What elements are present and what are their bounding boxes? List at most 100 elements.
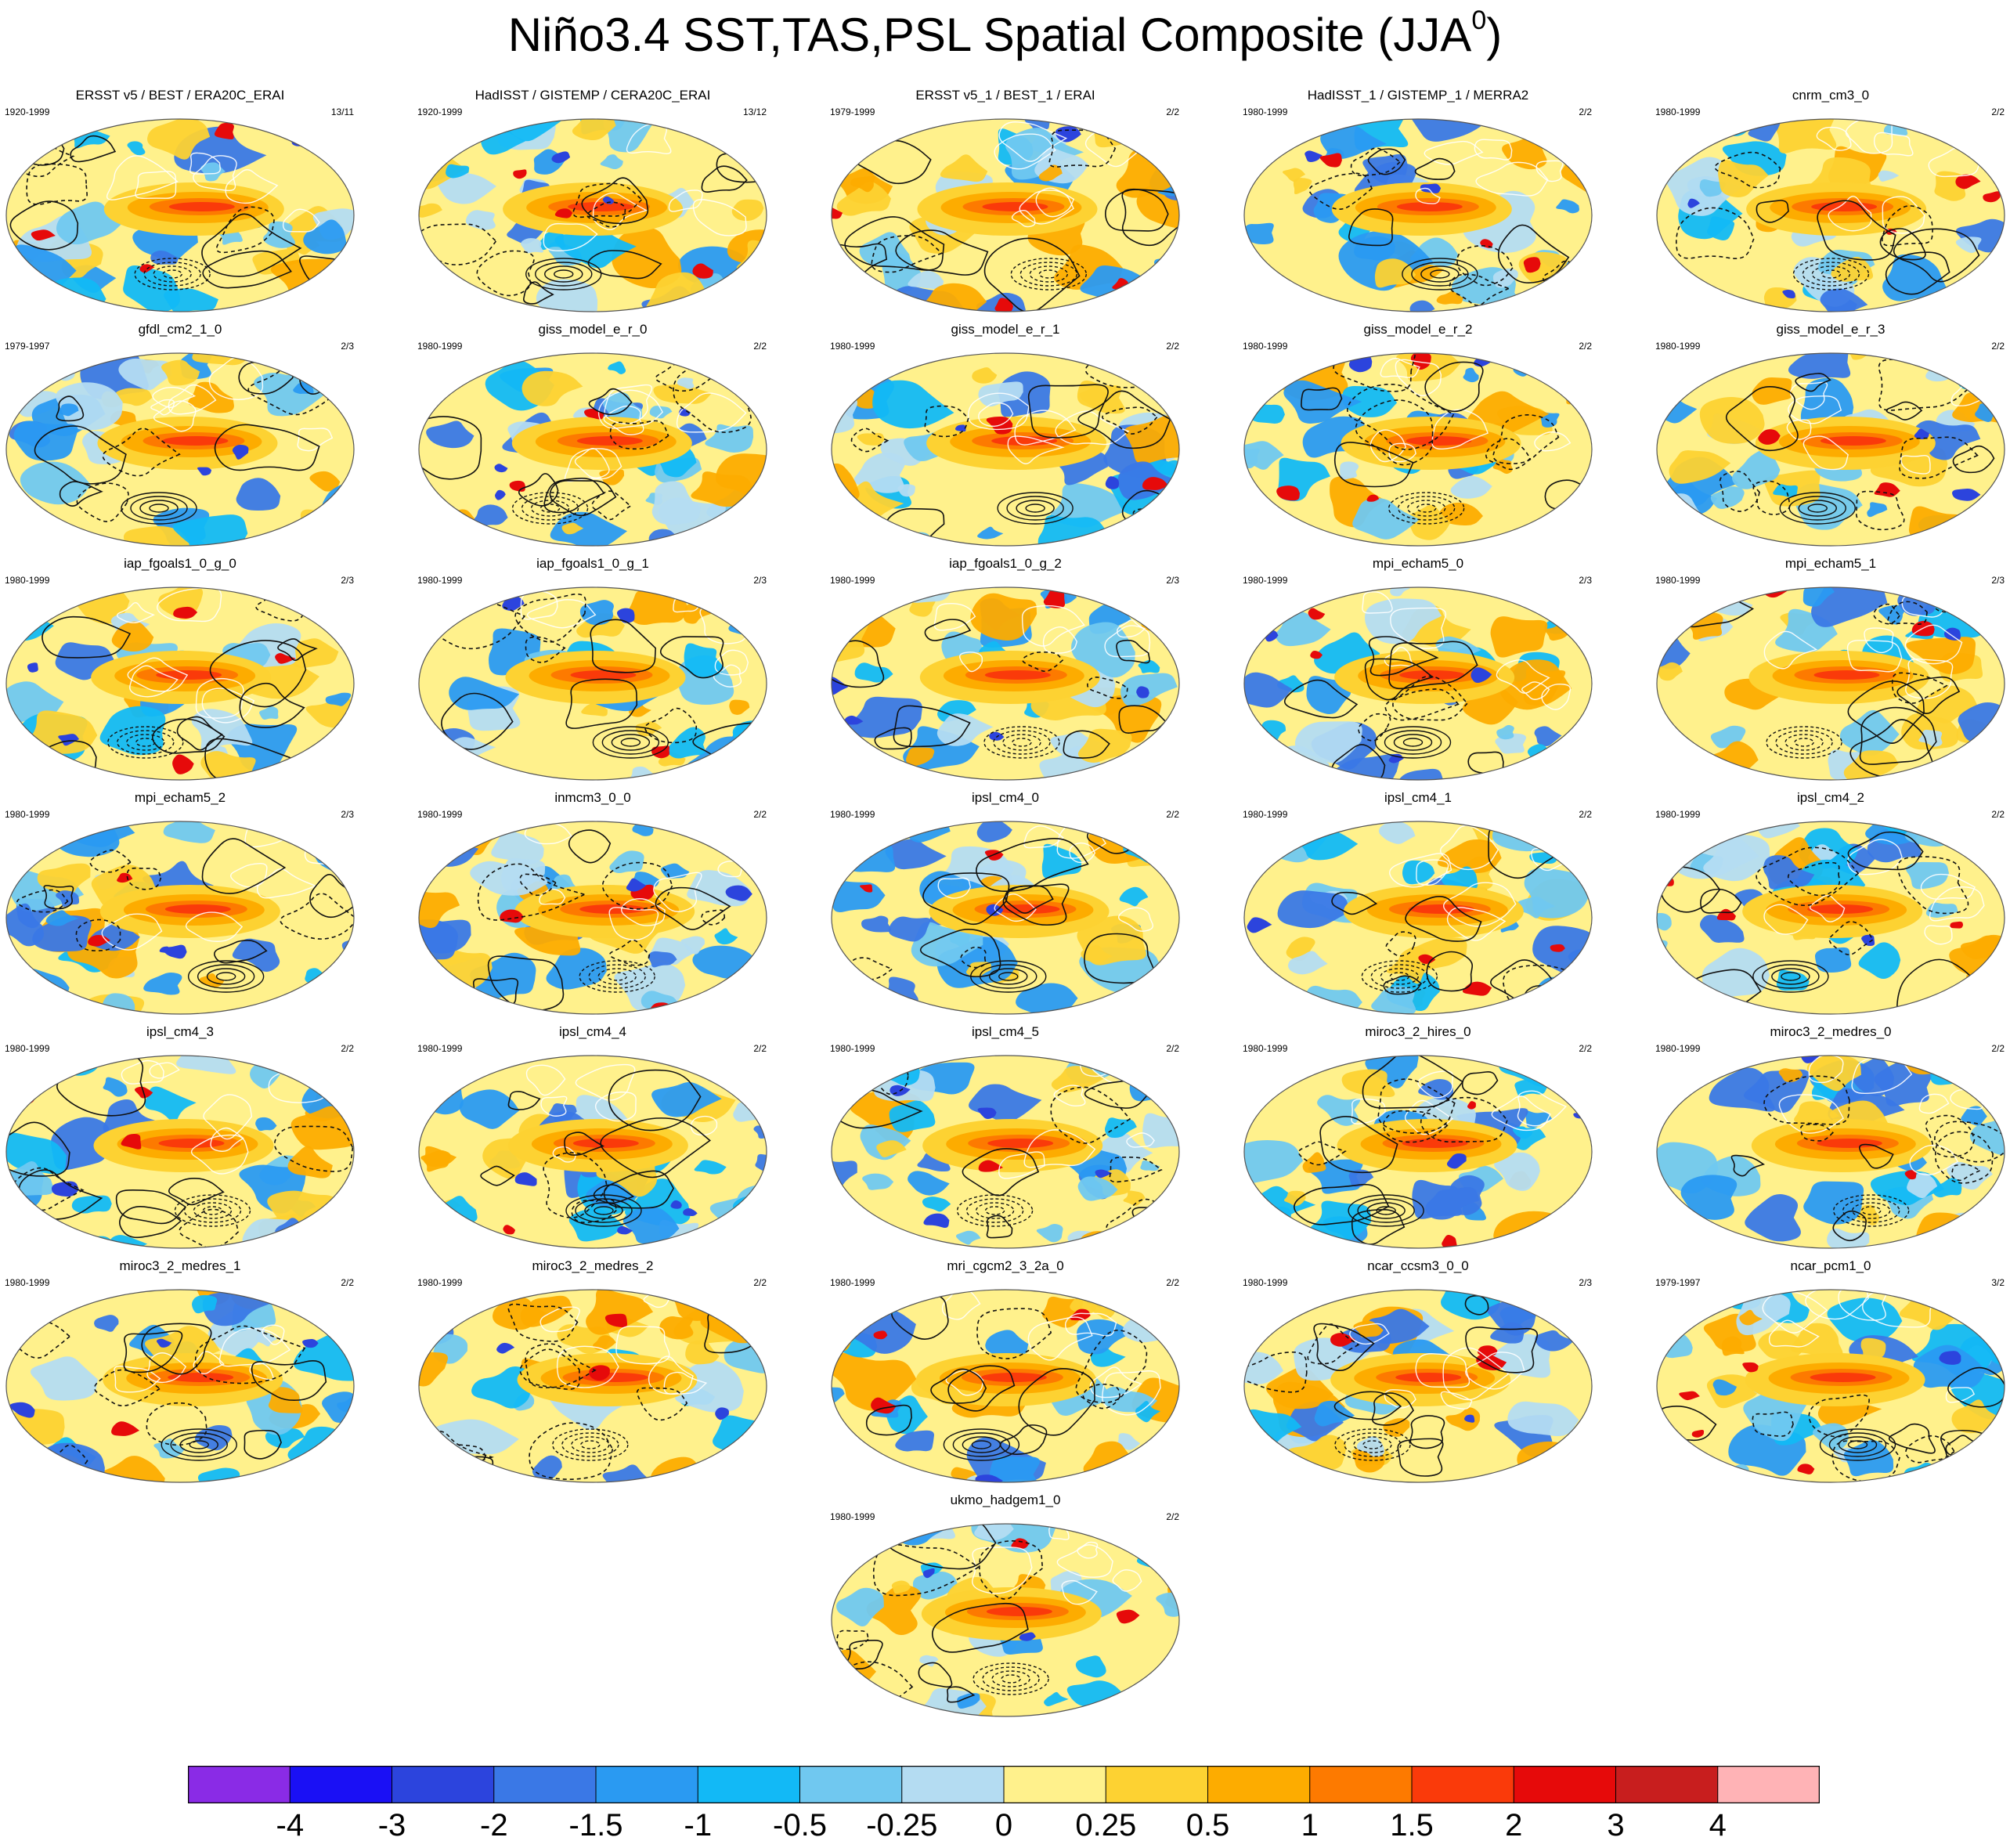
panel-years: 1980-1999 bbox=[1243, 1277, 1288, 1288]
panel-map bbox=[1243, 1055, 1593, 1249]
panel-map bbox=[1656, 1055, 2005, 1249]
colorbar-tick-label: 0.25 bbox=[1075, 1808, 1137, 1843]
panel-title: mpi_echam5_0 bbox=[1372, 556, 1464, 571]
panel-map bbox=[1243, 118, 1593, 312]
map-panel: mpi_echam5_2 1980-1999 2/3 bbox=[0, 790, 360, 1017]
map-panel: miroc3_2_hires_0 1980-1999 2/2 bbox=[1238, 1024, 1598, 1251]
colorbar-swatch bbox=[1615, 1766, 1719, 1803]
colorbar-tick-label: -4 bbox=[276, 1808, 305, 1843]
panel-count: 13/12 bbox=[742, 106, 767, 117]
panel-count: 2/2 bbox=[1166, 809, 1179, 820]
panel-title: HadISST_1 / GISTEMP_1 / MERRA2 bbox=[1307, 88, 1529, 103]
map-panel: giss_model_e_r_1 1980-1999 2/2 bbox=[825, 322, 1185, 549]
panel-map bbox=[5, 1055, 355, 1249]
map-panel: ukmo_hadgem1_0 1980-1999 2/2 bbox=[825, 1492, 1185, 1720]
map-panel: miroc3_2_medres_0 1980-1999 2/2 bbox=[1651, 1024, 2010, 1251]
panel-title: ipsl_cm4_4 bbox=[559, 1024, 626, 1039]
panel-years: 1920-1999 bbox=[417, 106, 463, 117]
panel-map bbox=[831, 1055, 1180, 1249]
panel-years: 1980-1999 bbox=[830, 575, 875, 586]
panel-map bbox=[5, 821, 355, 1015]
panel-years: 1980-1999 bbox=[417, 1043, 463, 1054]
panel-years: 1980-1999 bbox=[1655, 575, 1701, 586]
colorbar-swatch bbox=[290, 1766, 392, 1803]
panel-count: 2/2 bbox=[1991, 1043, 2005, 1054]
panel-map bbox=[418, 821, 767, 1015]
panel-map bbox=[1656, 587, 2005, 781]
map-panel: ipsl_cm4_4 1980-1999 2/2 bbox=[413, 1024, 773, 1251]
colorbar-tick-label: -3 bbox=[377, 1808, 406, 1843]
panel-years: 1980-1999 bbox=[1243, 341, 1288, 352]
panel-map bbox=[1656, 352, 2005, 547]
panel-map bbox=[1656, 118, 2005, 312]
panel-map bbox=[831, 1523, 1180, 1717]
panel-count: 13/11 bbox=[330, 106, 354, 117]
panel-title: ERSST v5_1 / BEST_1 / ERAI bbox=[915, 88, 1095, 103]
panel-years: 1979-1999 bbox=[830, 106, 875, 117]
colorbar-swatch bbox=[392, 1766, 495, 1803]
panel-years: 1980-1999 bbox=[5, 809, 50, 820]
panel-title: ipsl_cm4_1 bbox=[1384, 790, 1452, 805]
colorbar-swatch bbox=[1004, 1766, 1106, 1803]
panel-title: iap_fgoals1_0_g_2 bbox=[949, 556, 1062, 571]
panel-count: 2/2 bbox=[341, 1043, 354, 1054]
panel-years: 1980-1999 bbox=[1655, 341, 1701, 352]
panel-map bbox=[1656, 1289, 2005, 1483]
panel-title: ERSST v5 / BEST / ERA20C_ERAI bbox=[75, 88, 285, 103]
panel-years: 1980-1999 bbox=[5, 1277, 50, 1288]
panel-count: 2/2 bbox=[1991, 341, 2005, 352]
panel-count: 2/2 bbox=[1991, 809, 2005, 820]
map-panel: ERSST v5_1 / BEST_1 / ERAI 1979-1999 2/2 bbox=[825, 88, 1185, 315]
panel-title: giss_model_e_r_1 bbox=[951, 322, 1060, 337]
figure-title-text: Niño3.4 SST,TAS,PSL Spatial Composite (J… bbox=[507, 9, 1472, 61]
panel-years: 1980-1999 bbox=[830, 809, 875, 820]
panel-title: iap_fgoals1_0_g_0 bbox=[124, 556, 236, 571]
panel-count: 2/2 bbox=[1579, 809, 1592, 820]
panel-years: 1980-1999 bbox=[417, 1277, 463, 1288]
panel-title: ncar_pcm1_0 bbox=[1790, 1258, 1871, 1273]
panel-count: 2/2 bbox=[1166, 341, 1179, 352]
map-panel: ERSST v5 / BEST / ERA20C_ERAI 1920-1999 13… bbox=[0, 88, 360, 315]
panel-map bbox=[831, 821, 1180, 1015]
panel-count: 2/2 bbox=[341, 1277, 354, 1288]
panel-map bbox=[5, 587, 355, 781]
panel-title: ipsl_cm4_5 bbox=[972, 1024, 1039, 1039]
colorbar-swatch bbox=[901, 1766, 1005, 1803]
panel-title: miroc3_2_medres_0 bbox=[1770, 1024, 1892, 1039]
colorbar-tick-label: 1.5 bbox=[1390, 1808, 1434, 1843]
panel-count: 2/2 bbox=[1579, 1043, 1592, 1054]
panel-count: 2/3 bbox=[1579, 575, 1592, 586]
panel-title: mpi_echam5_1 bbox=[1784, 556, 1877, 571]
panel-map bbox=[831, 1289, 1180, 1483]
panel-count: 2/3 bbox=[341, 341, 354, 352]
panel-title: miroc3_2_hires_0 bbox=[1365, 1024, 1471, 1039]
map-panel: HadISST_1 / GISTEMP_1 / MERRA2 1980-1999 2… bbox=[1238, 88, 1598, 315]
colorbar-tick-label: -2 bbox=[480, 1808, 508, 1843]
panel-count: 2/3 bbox=[1166, 575, 1179, 586]
panel-map bbox=[418, 1289, 767, 1483]
panel-count: 2/2 bbox=[1579, 106, 1592, 117]
panel-map bbox=[1656, 821, 2005, 1015]
panel-map bbox=[418, 352, 767, 547]
colorbar bbox=[188, 1766, 1820, 1803]
panel-map bbox=[418, 1055, 767, 1249]
map-panel: mpi_echam5_1 1980-1999 2/3 bbox=[1651, 556, 2010, 783]
panel-title: miroc3_2_medres_1 bbox=[119, 1258, 241, 1273]
colorbar-swatch bbox=[1514, 1766, 1616, 1803]
panel-years: 1980-1999 bbox=[1243, 106, 1288, 117]
panel-count: 2/3 bbox=[1579, 1277, 1592, 1288]
panel-years: 1980-1999 bbox=[417, 575, 463, 586]
panel-title: mri_cgcm2_3_2a_0 bbox=[947, 1258, 1064, 1273]
panel-count: 2/2 bbox=[1166, 1043, 1179, 1054]
panel-grid: ERSST v5 / BEST / ERA20C_ERAI 1920-1999 13… bbox=[0, 88, 2010, 1720]
panel-title: gfdl_cm2_1_0 bbox=[138, 322, 222, 337]
panel-years: 1979-1997 bbox=[1655, 1277, 1701, 1288]
panel-count: 2/2 bbox=[753, 341, 767, 352]
map-panel: mpi_echam5_0 1980-1999 2/3 bbox=[1238, 556, 1598, 783]
map-panel: giss_model_e_r_3 1980-1999 2/2 bbox=[1651, 322, 2010, 549]
colorbar-tick-label: 4 bbox=[1709, 1808, 1727, 1843]
map-panel: ipsl_cm4_2 1980-1999 2/2 bbox=[1651, 790, 2010, 1017]
panel-count: 2/2 bbox=[753, 1043, 767, 1054]
map-panel: iap_fgoals1_0_g_0 1980-1999 2/3 bbox=[0, 556, 360, 783]
panel-map bbox=[418, 587, 767, 781]
